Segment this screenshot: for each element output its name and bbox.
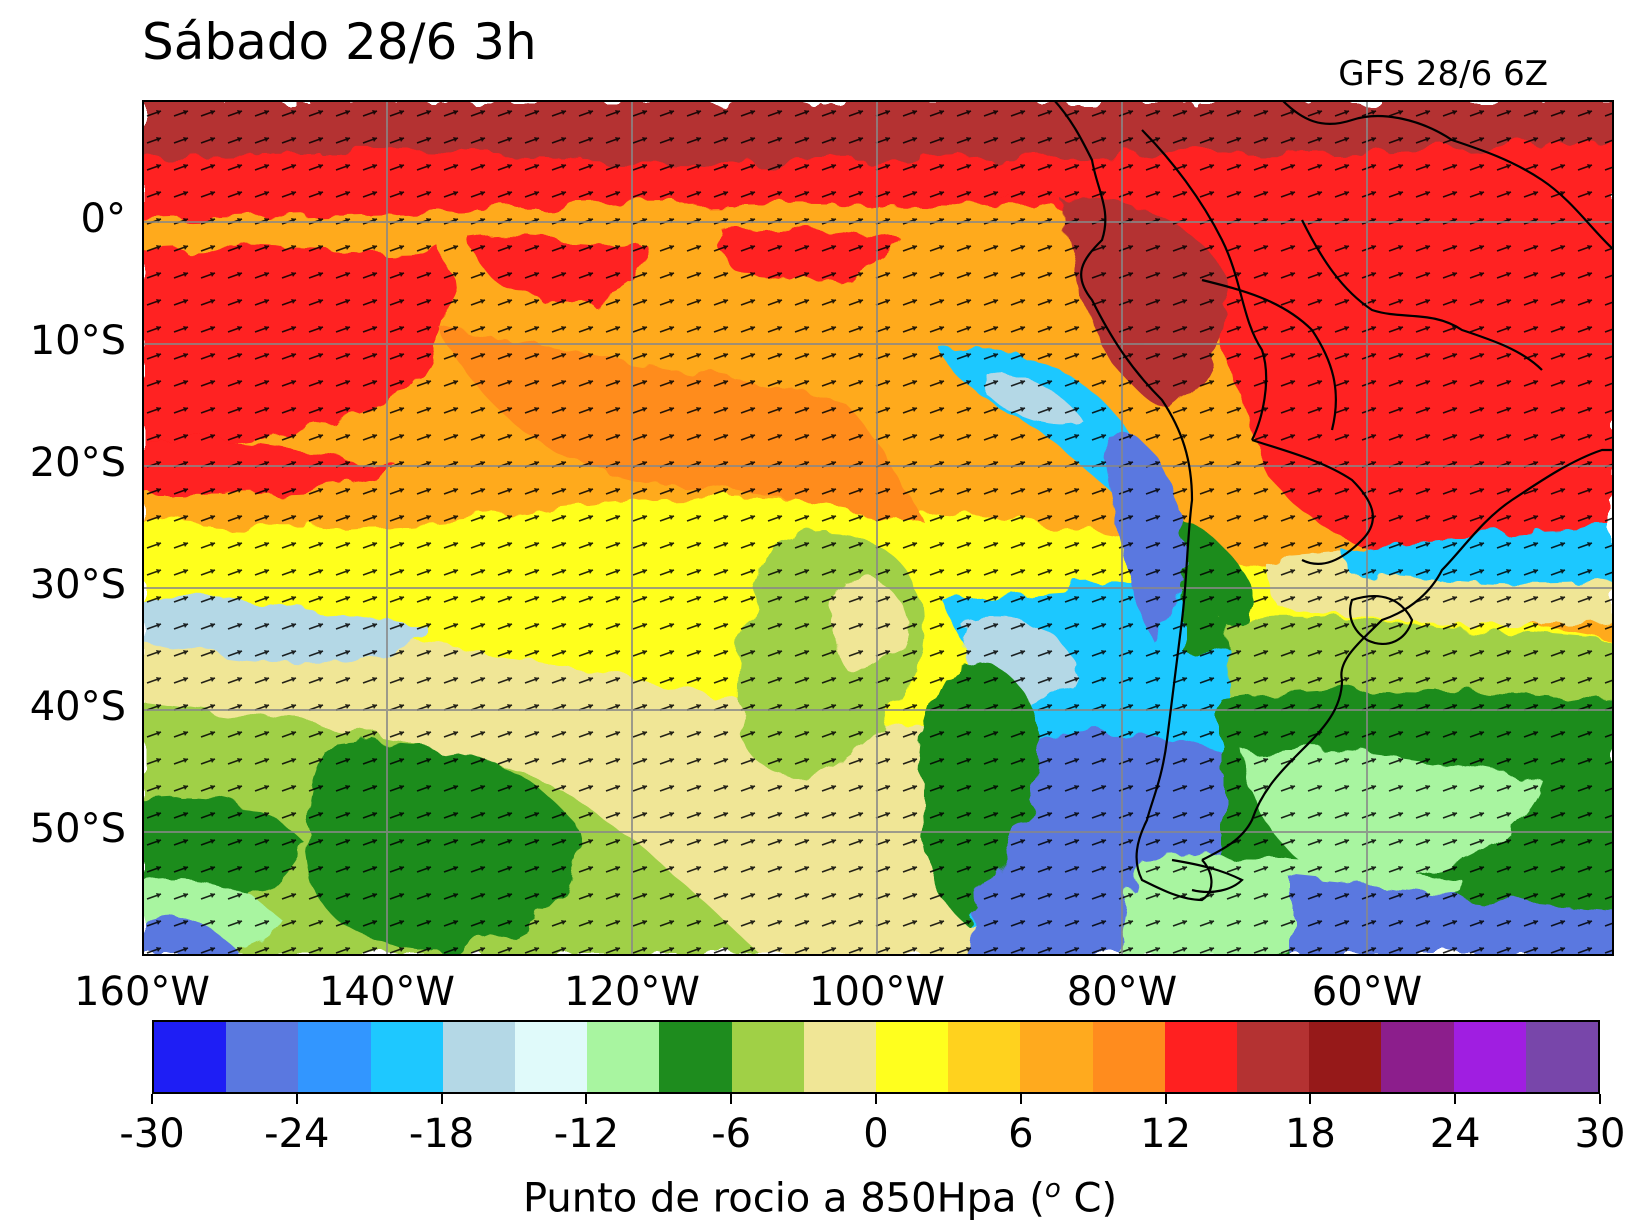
colorbar-swatch (587, 1022, 660, 1092)
lon-label-100w: 100°W (809, 969, 945, 1015)
lat-label-50s: 50°S (29, 806, 126, 852)
colorbar-label: Punto de rocio a 850Hpa (o C) (0, 1164, 1640, 1223)
colorbar-tick-label: 30 (1574, 1111, 1626, 1157)
colorbar-swatch (298, 1022, 371, 1092)
map-title: Sábado 28/6 3h (142, 13, 537, 71)
colorbar-tick-label: -18 (408, 1111, 475, 1157)
lon-label-60w: 60°W (1311, 969, 1423, 1015)
lon-label-140w: 140°W (319, 969, 455, 1015)
colorbar-tick-mark (1164, 1094, 1167, 1104)
colorbar-tick-label: 6 (1008, 1111, 1034, 1157)
colorbar-tick-mark (440, 1094, 443, 1104)
lat-label-20s: 20°S (29, 440, 126, 486)
colorbar-swatch (442, 1022, 516, 1092)
colorbar-swatch (803, 1022, 877, 1092)
colorbar-label-degree: o (1044, 1174, 1061, 1204)
colorbar-tick-mark (1599, 1094, 1601, 1104)
colorbar-tick-label: -24 (264, 1111, 330, 1157)
colorbar-swatch (515, 1022, 588, 1092)
colorbar-swatch (948, 1022, 1021, 1092)
colorbar-swatch (1381, 1022, 1454, 1092)
model-run-label: GFS 28/6 6Z (1338, 54, 1548, 94)
lat-label-0: 0° (80, 196, 126, 242)
lon-label-80w: 80°W (1066, 969, 1178, 1015)
colorbar-tick-mark (1454, 1094, 1457, 1104)
colorbar-tick-mark (875, 1094, 877, 1104)
dewpoint-map (142, 100, 1614, 956)
colorbar-tick-mark (151, 1094, 153, 1104)
colorbar-swatch (1309, 1022, 1382, 1092)
colorbar-swatch (731, 1022, 804, 1092)
colorbar-swatch (1164, 1022, 1238, 1092)
colorbar-tick-label: 0 (863, 1111, 889, 1157)
colorbar-swatch (1237, 1022, 1310, 1092)
lon-label-120w: 120°W (564, 969, 700, 1015)
colorbar-tick-label: -12 (553, 1111, 620, 1157)
colorbar-tick-mark (585, 1094, 588, 1104)
colorbar-swatch (876, 1022, 949, 1092)
colorbar-tick-label: -30 (119, 1111, 185, 1157)
colorbar-label-unit: C) (1060, 1175, 1118, 1222)
lat-label-30s: 30°S (29, 562, 126, 608)
lat-label-40s: 40°S (29, 684, 126, 730)
lon-label-160w: 160°W (74, 969, 210, 1015)
colorbar-swatch (226, 1022, 299, 1092)
colorbar-tick-label: 24 (1429, 1111, 1481, 1157)
colorbar-swatch (154, 1022, 227, 1092)
colorbar-swatch (1020, 1022, 1093, 1092)
lat-label-10s: 10°S (29, 318, 126, 364)
colorbar-tick-label: 12 (1140, 1111, 1192, 1157)
colorbar-swatch (659, 1022, 732, 1092)
colorbar-tick-label: -6 (711, 1111, 752, 1157)
colorbar (152, 1020, 1600, 1094)
colorbar-tick-mark (730, 1094, 733, 1104)
colorbar-tick-mark (1019, 1094, 1022, 1104)
colorbar-label-text: Punto de rocio a 850Hpa ( (522, 1175, 1045, 1222)
coastline (1053, 100, 1614, 902)
colorbar-swatch (370, 1022, 443, 1092)
colorbar-tick-mark (1309, 1094, 1312, 1104)
colorbar-tick-label: 18 (1284, 1111, 1336, 1157)
colorbar-tick-mark (295, 1094, 298, 1104)
colorbar-swatch (1453, 1022, 1526, 1092)
graticule (142, 100, 1614, 956)
colorbar-swatch (1525, 1022, 1599, 1092)
colorbar-swatch (1092, 1022, 1165, 1092)
